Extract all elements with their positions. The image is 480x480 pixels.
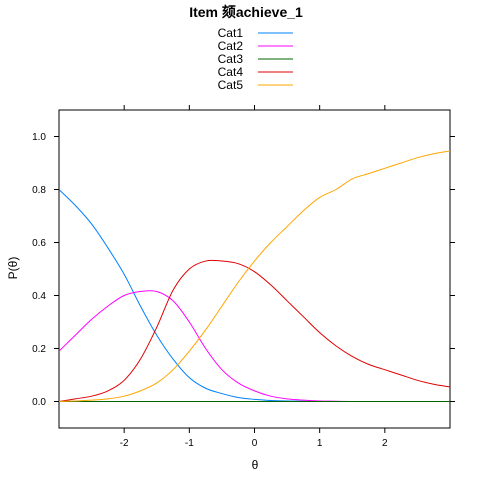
- y-tick-label: 0.2: [32, 344, 46, 355]
- y-tick-label: 0.4: [32, 291, 46, 302]
- x-axis-label: θ: [252, 458, 259, 472]
- series-line-cat4: [59, 259, 450, 402]
- x-tick-label: 2: [382, 438, 388, 449]
- legend-label-cat2: Cat2: [218, 39, 244, 53]
- x-tick-label: -2: [120, 438, 129, 449]
- y-tick-label: 0.8: [32, 185, 46, 196]
- x-tick-label: -1: [185, 438, 194, 449]
- series-line-cat5: [59, 150, 450, 402]
- y-tick-label: 0.0: [32, 397, 46, 408]
- legend-label-cat3: Cat3: [218, 52, 244, 66]
- y-tick-label: 0.6: [32, 238, 46, 249]
- legend-label-cat4: Cat4: [218, 65, 244, 79]
- series-line-cat1: [59, 189, 450, 403]
- y-tick-label: 1.0: [32, 132, 46, 143]
- x-tick-label: 1: [317, 438, 323, 449]
- x-tick-label: 0: [252, 438, 258, 449]
- y-axis-label: P(θ): [6, 257, 20, 280]
- legend-label-cat5: Cat5: [218, 78, 244, 92]
- plot-frame: [58, 109, 451, 429]
- plot-area: -2 -1 0 1 2 0.0 0.2 0.4 0.6 0.8 1.0: [32, 105, 455, 449]
- legend-label-cat1: Cat1: [218, 26, 244, 40]
- chart-title: Item 颏achieve_1: [189, 4, 303, 20]
